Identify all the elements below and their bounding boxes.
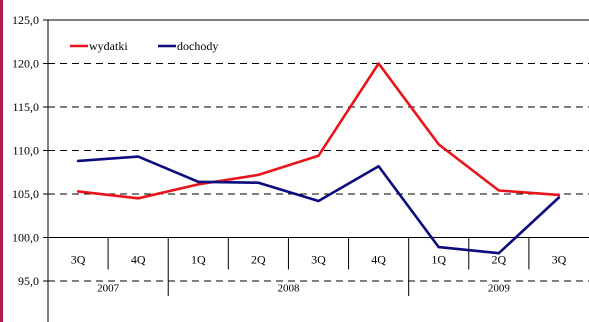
category-label: 4Q [371,253,386,267]
category-label: 1Q [191,253,206,267]
year-label: 2007 [97,283,120,295]
y-tick-label: 115,0 [12,100,39,114]
year-label: 2009 [488,283,511,295]
y-tick-label: 105,0 [12,187,39,201]
y-tick-label: 100,0 [12,231,39,245]
y-tick-label: 95,0 [18,274,39,288]
series-layer [76,62,561,255]
category-label: 3Q [311,253,326,267]
y-tick-label: 120,0 [12,57,39,71]
legend-label-wydatki: wydatki [89,39,128,53]
y-tick-label: 110,0 [12,144,39,158]
legend-label-dochody: dochody [177,39,218,53]
category-label: 4Q [131,253,146,267]
y-tick-label: 125,0 [12,13,39,27]
axis-layer: 95,0 100,0 105,0 110,0 115,0 120,0 125,0 3Q 4Q 1Q… [12,13,589,322]
left-accent-bar [0,0,3,322]
category-label: 2Q [491,253,506,267]
grid-layer [48,63,589,282]
series-line-dochody [76,155,561,255]
category-label: 2Q [251,253,266,267]
series-line-wydatki [76,62,561,200]
category-label: 1Q [431,253,446,267]
year-label: 2008 [277,283,300,295]
category-label: 3Q [71,253,86,267]
legend: wydatki dochody [70,39,218,53]
category-label: 3Q [552,253,567,267]
